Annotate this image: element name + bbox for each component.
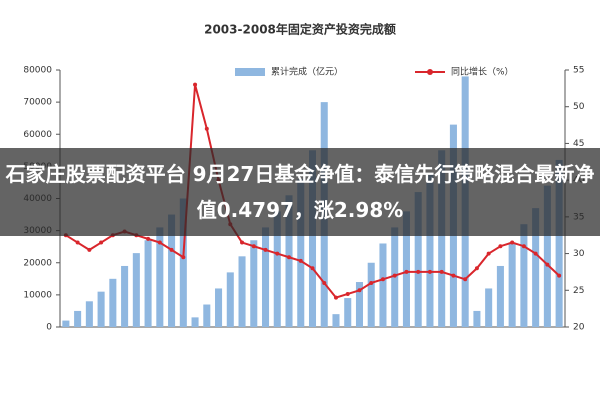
headline-band [0, 148, 600, 236]
bar [238, 256, 246, 327]
line-marker [287, 255, 292, 260]
line-marker [298, 258, 303, 263]
bar [379, 243, 387, 327]
bar [121, 265, 129, 327]
line-marker [486, 251, 491, 256]
headline: 石家庄股票配资平台 9月27日基金净值：泰信先行策略混合最新净值0.4797，涨… [5, 162, 595, 222]
bar [508, 243, 516, 327]
line-marker [333, 295, 338, 300]
legend-swatch [235, 68, 265, 76]
bar [62, 320, 70, 327]
bar [543, 185, 551, 327]
y2-tick-label: 30 [573, 249, 585, 259]
line-marker [369, 280, 374, 285]
chart-title: 2003-2008年固定资产投资完成额 [204, 22, 396, 37]
bar [555, 159, 563, 327]
y2-tick-label: 20 [573, 323, 585, 333]
line-marker [510, 240, 515, 245]
line-marker [157, 240, 162, 245]
bar [285, 195, 293, 327]
line-marker [240, 240, 245, 245]
line-marker [345, 291, 350, 296]
line-marker [193, 82, 198, 87]
line-marker [392, 273, 397, 278]
line-marker [169, 247, 174, 252]
bar [74, 310, 82, 327]
y2-tick-label: 45 [573, 139, 584, 149]
line-marker [474, 266, 479, 271]
bar [250, 240, 258, 327]
line-marker [521, 244, 526, 249]
bar [426, 172, 434, 327]
bar [473, 310, 481, 327]
line-marker [204, 126, 209, 131]
bar [520, 224, 528, 327]
bar [168, 214, 176, 327]
bar [332, 314, 340, 327]
legend-label: 累计完成（亿元） [271, 66, 343, 78]
line-marker [146, 236, 151, 241]
bar [485, 288, 493, 327]
bar [532, 208, 540, 327]
line-marker [427, 269, 432, 274]
line-marker [451, 273, 456, 278]
bar [496, 265, 504, 327]
line-marker [404, 269, 409, 274]
bar [215, 288, 223, 327]
bar [179, 198, 187, 327]
bar [203, 304, 211, 327]
legend-marker [427, 69, 433, 75]
bar [132, 253, 140, 327]
bar [273, 211, 281, 327]
bar [308, 150, 317, 327]
bar [414, 192, 422, 327]
bar [367, 262, 375, 327]
line-marker [416, 269, 421, 274]
line-marker [545, 262, 550, 267]
y-tick-label: 0 [46, 323, 52, 333]
line-marker [380, 277, 385, 282]
line-marker [99, 240, 104, 245]
bar [191, 317, 199, 327]
y-tick-label: 10000 [23, 290, 52, 300]
line-marker [75, 240, 80, 245]
line-marker [310, 266, 315, 271]
bar [262, 227, 270, 327]
line-marker [275, 251, 280, 256]
y-tick-label: 60000 [23, 130, 52, 140]
line-marker [357, 288, 362, 293]
bar [297, 179, 305, 327]
line-marker [87, 247, 92, 252]
line-marker [463, 277, 468, 282]
bar [344, 298, 352, 327]
line-marker [322, 280, 327, 285]
bar [144, 240, 152, 327]
y2-tick-label: 55 [573, 66, 584, 76]
line-marker [439, 269, 444, 274]
bar [226, 272, 234, 327]
y-tick-label: 20000 [23, 258, 52, 268]
bar [156, 227, 164, 327]
line-marker [251, 244, 256, 249]
bar [402, 211, 410, 327]
y2-tick-label: 50 [573, 102, 585, 112]
bar [355, 282, 363, 327]
line-marker [557, 273, 562, 278]
bar [97, 291, 105, 327]
line-marker [498, 244, 503, 249]
bar [85, 301, 93, 327]
line-marker [533, 251, 538, 256]
y2-tick-label: 25 [573, 286, 584, 296]
bar [438, 150, 446, 327]
y-tick-label: 80000 [23, 66, 52, 76]
bar [109, 278, 117, 327]
y-tick-label: 70000 [23, 98, 52, 108]
line-marker [181, 255, 186, 260]
line-marker [263, 247, 268, 252]
legend-label: 同比增长（%） [451, 66, 514, 78]
